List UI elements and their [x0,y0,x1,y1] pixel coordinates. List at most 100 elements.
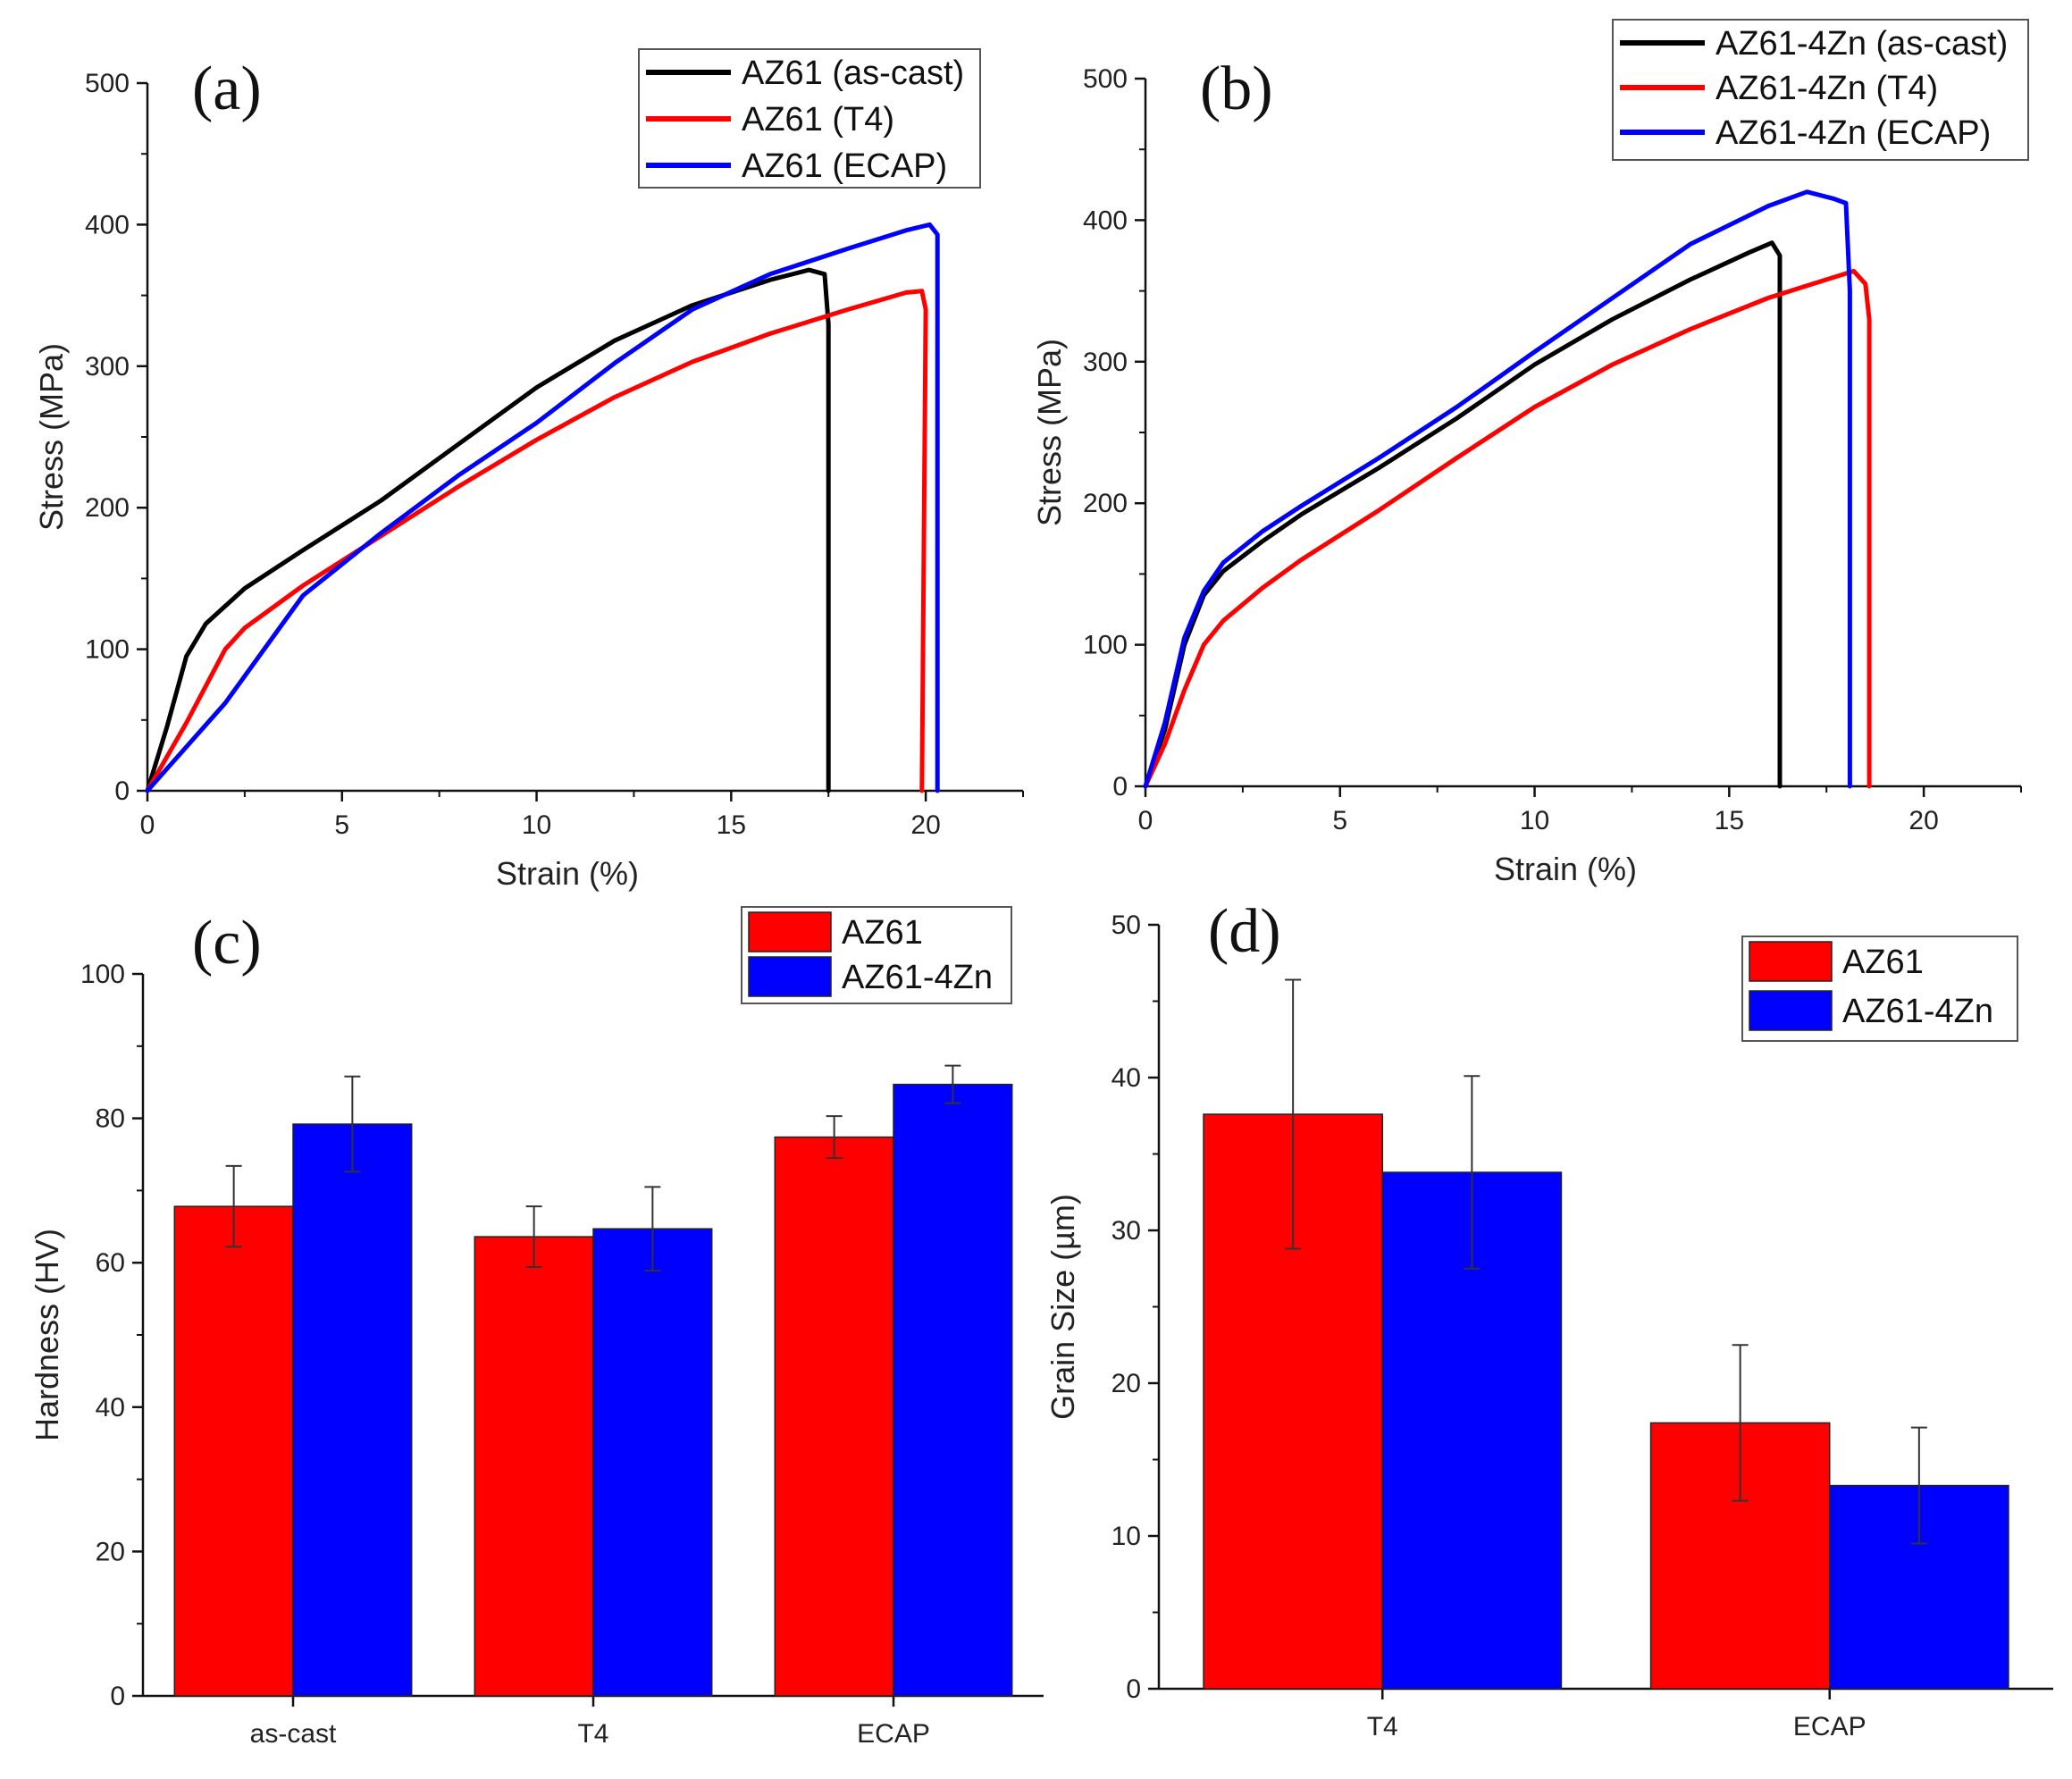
y-tick-label: 500 [85,69,130,98]
series-line-1 [145,289,928,793]
panel-label: (d) [1208,897,1281,966]
y-tick-label: 200 [85,493,130,523]
error-bar [1464,1075,1481,1270]
y-tick-label: 40 [96,1393,125,1422]
x-tick-label: 15 [1715,806,1744,835]
x-tick-label: ECAP [1793,1712,1866,1741]
legend: AZ61-4Zn (as-cast) AZ61-4Zn (T4) AZ61-4Zn … [1612,19,2029,161]
x-axis-title: Strain (%) [496,855,639,892]
x-tick-label: 20 [1908,806,1938,835]
y-axis-title: Stress (MPa) [33,343,70,531]
series-line-0 [145,267,831,793]
legend-label: AZ61-4Zn (ECAP) [1715,114,1991,152]
legend-swatch [1749,941,1833,982]
x-tick-label: as-cast [250,1719,337,1749]
x-tick-label: 10 [522,810,551,840]
y-tick-label: 300 [85,352,130,382]
x-tick-label: 20 [910,810,940,840]
legend-swatch [748,911,832,952]
bar [173,1205,294,1697]
y-tick-label: 60 [96,1248,125,1278]
y-tick-label: 500 [1083,64,1128,94]
legend-item: AZ61-4Zn (T4) [1620,70,1938,107]
bar [592,1228,713,1697]
x-tick-label: T4 [1367,1712,1398,1741]
legend-item: AZ61-4Zn [1749,990,1993,1031]
y-tick-label: 400 [1083,206,1128,235]
error-bar [826,1115,843,1160]
legend-label: AZ61 (as-cast) [742,55,964,92]
legend: AZ61 (as-cast) AZ61 (T4) AZ61 (ECAP) [638,48,981,189]
x-tick-label: T4 [577,1719,608,1749]
error-bar [944,1064,961,1104]
y-tick-label: 100 [85,635,130,665]
y-tick-label: 20 [96,1537,125,1566]
legend-item: AZ61 [748,911,923,952]
error-bar [344,1075,361,1173]
x-tick-label: 5 [334,810,349,840]
legend-item: AZ61 (T4) [646,101,894,138]
legend-item: AZ61-4Zn (as-cast) [1620,25,2008,63]
legend-label: AZ61-4Zn (T4) [1715,70,1938,107]
bar [474,1236,594,1697]
y-axis-title: Grain Size (µm) [1044,1194,1081,1420]
legend-label: AZ61-4Zn (as-cast) [1715,25,2008,63]
y-tick-label: 40 [1111,1063,1141,1093]
y-tick-label: 200 [1083,489,1128,518]
x-tick-label: 15 [717,810,746,840]
y-tick-label: 80 [96,1104,125,1134]
error-bar [525,1205,542,1269]
bar [292,1123,413,1697]
y-tick-label: 0 [114,776,130,806]
stress-strain-chart-b: 0 100 200 300 400 500 Stress (MPa) 0 5 10 15 20 Stra… [1031,19,2029,887]
legend-item: AZ61 [1749,941,1924,982]
error-bar [1732,1344,1749,1502]
series-line-2 [1143,189,1852,789]
bar-chart-c: 0 20 40 60 80 100 Hardness (HV) as-cast T4 ECAP AZ… [29,906,1044,1749]
y-tick-label: 50 [1111,910,1141,940]
x-tick-label: 0 [1138,806,1153,835]
y-tick-label: 10 [1111,1522,1141,1551]
error-bar [1285,978,1302,1250]
panel-label: (b) [1200,55,1273,123]
legend-item: AZ61 (as-cast) [646,55,964,92]
x-axis-title: Strain (%) [1494,851,1637,887]
legend-label: AZ61-4Zn [842,959,993,996]
y-tick-label: 0 [110,1682,125,1711]
panel-label: (c) [192,909,262,978]
x-tick-label: ECAP [857,1719,930,1749]
x-tick-label: 0 [140,810,155,840]
legend-swatch [1749,990,1833,1031]
legend-label: AZ61 [1842,944,1924,981]
legend-label: AZ61-4Zn [1842,993,1993,1030]
error-bar [644,1186,661,1272]
legend: AZ61 AZ61-4Zn [1741,936,2018,1042]
legend-label: AZ61 (T4) [742,101,894,138]
legend-swatch [748,956,832,997]
bar [774,1136,894,1697]
y-axis-title: Stress (MPa) [1031,339,1068,526]
y-tick-label: 100 [80,960,125,989]
legend-label: AZ61 [842,914,923,952]
legend-item: AZ61 (ECAP) [646,147,947,185]
x-tick-label: 5 [1332,806,1347,835]
legend-label: AZ61 (ECAP) [742,147,947,185]
y-tick-label: 0 [1112,772,1128,801]
stress-strain-chart-a: 0 100 200 300 400 500 Stress (MPa) 0 5 10 15 20 Stra… [33,48,1024,892]
error-bar [225,1164,242,1248]
legend-item: AZ61-4Zn (ECAP) [1620,114,1991,152]
y-tick-label: 300 [1083,348,1128,377]
legend-item: AZ61-4Zn [748,956,993,997]
y-tick-label: 20 [1111,1369,1141,1398]
series-line-2 [145,222,940,793]
series-line-0 [1143,240,1783,789]
y-tick-label: 30 [1111,1216,1141,1246]
bar [893,1083,1013,1697]
panel-label: (a) [192,55,262,123]
error-bar [1910,1426,1927,1545]
y-tick-label: 100 [1083,631,1128,660]
y-axis-title: Hardness (HV) [29,1229,65,1441]
legend: AZ61 AZ61-4Zn [741,906,1012,1004]
